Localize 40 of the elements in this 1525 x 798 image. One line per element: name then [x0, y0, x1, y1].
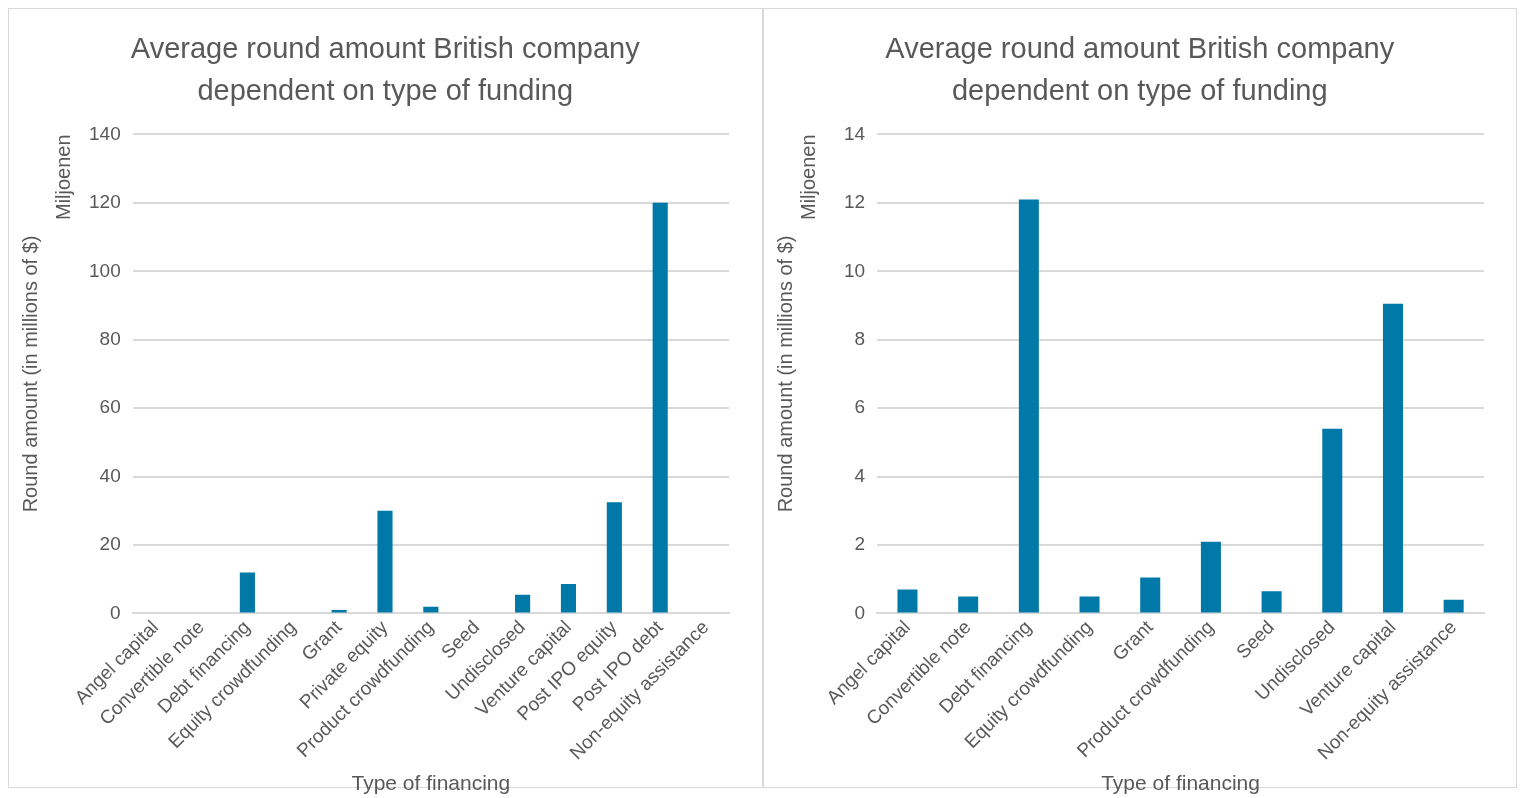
y-tick-label: 0 [110, 601, 121, 623]
y-tick-label: 0 [854, 601, 865, 623]
y-tick-label: 100 [89, 259, 121, 281]
y-tick-label: 140 [89, 122, 121, 144]
bar [377, 510, 393, 613]
y-tick-label: 20 [99, 533, 121, 555]
bar [1139, 577, 1160, 613]
bar [957, 596, 978, 613]
bar [1200, 541, 1221, 613]
y-tick-label: 6 [854, 396, 865, 418]
y-tick-label: 120 [89, 191, 121, 213]
bar [1261, 591, 1282, 613]
chart-title: Average round amount British company dependent on type of funding [884, 31, 1396, 108]
bar [606, 502, 622, 613]
y-tick-label: 80 [99, 327, 121, 349]
y-tick-label: 2 [854, 533, 865, 555]
chart-title: Average round amount British company dependent on type of funding [129, 31, 641, 108]
bar [515, 594, 531, 613]
bar [652, 202, 668, 613]
text: Miljoenen [52, 134, 75, 221]
y-tick-label: 4 [854, 464, 866, 486]
x-axis-title: Type of financing [1100, 771, 1260, 795]
text: Miljoenen [796, 134, 819, 221]
bar [239, 572, 255, 613]
y-tick-label: 40 [99, 464, 121, 486]
bar [560, 584, 577, 613]
bar [1321, 428, 1342, 613]
y-tick-label: 10 [843, 259, 865, 281]
y-tick-label: 60 [99, 396, 121, 418]
bar [1382, 303, 1403, 613]
y-axis-title: Round amount (in millions of $) [773, 235, 796, 513]
y-tick-label: 12 [843, 191, 865, 213]
bar [896, 589, 917, 613]
bar [1443, 599, 1464, 613]
y-tick-label: 8 [854, 327, 865, 349]
bar [1018, 199, 1039, 613]
y-axis-title: Round amount (in millions of $) [18, 235, 41, 513]
bar [1079, 596, 1100, 613]
y-tick-label: 14 [843, 122, 866, 144]
x-axis-title: Type of financing [351, 771, 511, 795]
